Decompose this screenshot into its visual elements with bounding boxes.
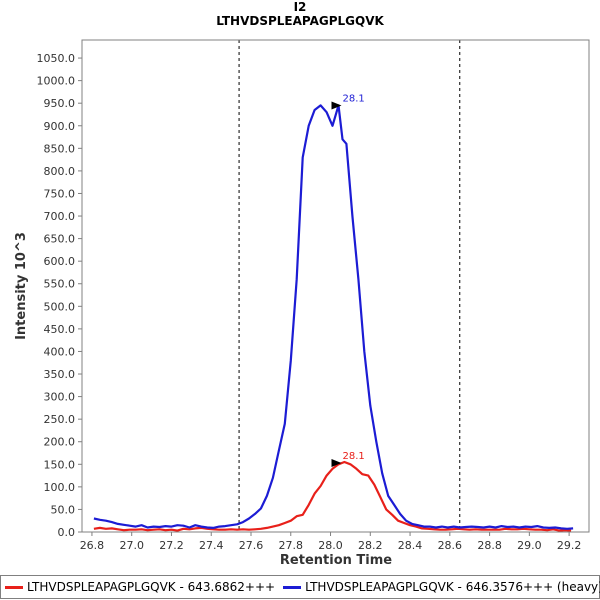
y-tick-label: 600.0	[44, 255, 76, 268]
x-tick-label: 28.6	[438, 539, 463, 552]
x-tick-label: 28.0	[318, 539, 343, 552]
y-tick-label: 550.0	[44, 278, 76, 291]
y-tick-label: 50.0	[51, 503, 76, 516]
y-tick-label: 100.0	[44, 481, 76, 494]
legend-item-light: LTHVDSPLEAPAGPLGQVK - 643.6862+++	[5, 580, 275, 594]
y-tick-label: 1000.0	[37, 75, 76, 88]
y-tick-label: 700.0	[44, 210, 76, 223]
chart-title: I2	[294, 0, 307, 14]
y-tick-label: 250.0	[44, 413, 76, 426]
y-axis-label: Intensity 10^3	[14, 232, 29, 340]
integration-boundaries	[238, 40, 461, 532]
series-lines	[93, 104, 574, 532]
series-line-light	[93, 460, 572, 532]
peak-marker	[331, 458, 342, 467]
legend-label-heavy: LTHVDSPLEAPAGPLGQVK - 646.3576+++ (heavy…	[305, 580, 600, 594]
chromatogram-chart: I2 LTHVDSPLEAPAGPLGQVK 0.0 50.0 100.0 150.0…	[14, 0, 590, 568]
x-axis-label: Retention Time	[280, 553, 392, 568]
y-tick-label: 800.0	[44, 165, 76, 178]
y-tick-label: 450.0	[44, 323, 76, 336]
y-tick-label: 750.0	[44, 187, 76, 200]
y-tick-label: 900.0	[44, 120, 76, 133]
y-tick-label: 150.0	[44, 458, 76, 471]
x-tick-label: 28.2	[358, 539, 383, 552]
y-tick-label: 300.0	[44, 391, 76, 404]
y-tick-label: 1050.0	[37, 52, 76, 65]
x-tick-label: 28.4	[398, 539, 423, 552]
x-tick-label: 27.8	[279, 539, 304, 552]
y-tick-label: 0.0	[58, 526, 76, 539]
y-tick-label: 500.0	[44, 300, 76, 313]
x-tick-label: 29.0	[517, 539, 542, 552]
peak-label: 28.1	[342, 451, 364, 462]
x-tick-label: 27.4	[199, 539, 224, 552]
x-tick-label: 27.6	[239, 539, 264, 552]
y-tick-label: 650.0	[44, 233, 76, 246]
legend-swatch-heavy	[283, 585, 302, 589]
y-tick-label: 400.0	[44, 345, 76, 358]
x-axis-ticks: 26.8 27.0 27.2 27.4 27.6 27.8 28.0 28.2 28.4 28.6…	[80, 532, 582, 552]
y-tick-label: 850.0	[44, 142, 76, 155]
legend: LTHVDSPLEAPAGPLGQVK - 643.6862+++ LTHVDS…	[0, 575, 600, 599]
legend-label-light: LTHVDSPLEAPAGPLGQVK - 643.6862+++	[27, 580, 276, 594]
peak-marker	[331, 101, 342, 110]
x-tick-label: 27.2	[159, 539, 184, 552]
chart-subtitle: LTHVDSPLEAPAGPLGQVK	[216, 14, 384, 28]
x-tick-label: 27.0	[119, 539, 144, 552]
plot-frame	[81, 39, 590, 533]
legend-item-heavy: LTHVDSPLEAPAGPLGQVK - 646.3576+++ (heavy…	[283, 580, 600, 594]
series-line-heavy	[93, 104, 574, 530]
peak-label: 28.1	[342, 93, 364, 104]
legend-swatch-light	[5, 585, 23, 589]
x-tick-label: 29.2	[557, 539, 582, 552]
y-tick-label: 200.0	[44, 436, 76, 449]
y-tick-label: 950.0	[44, 97, 76, 110]
y-axis-ticks: 0.0 50.0 100.0 150.0 200.0 250.0 300.0 350.0 400…	[37, 52, 82, 539]
peak-markers: 28.1 28.1	[331, 93, 365, 467]
y-tick-label: 350.0	[44, 368, 76, 381]
x-tick-label: 28.8	[477, 539, 502, 552]
x-tick-label: 26.8	[80, 539, 105, 552]
